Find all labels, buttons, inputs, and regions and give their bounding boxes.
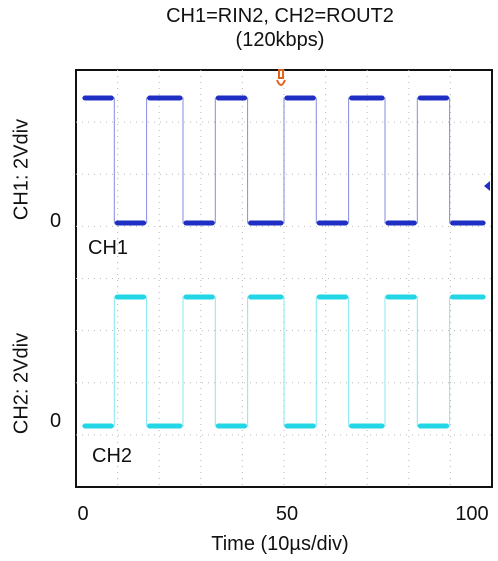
x-tick-label: 100 <box>455 503 489 525</box>
chart-subtitle: (120kbps) <box>235 29 325 51</box>
traces <box>82 95 486 429</box>
chart-title: CH1=RIN2, CH2=ROUT2 <box>166 5 394 27</box>
ch1-trace-label: CH1 <box>88 237 128 259</box>
trigger-marker-icon <box>276 69 286 86</box>
ch2-zero-label: 0 <box>50 410 62 432</box>
x-tick-label: 0 <box>77 503 89 525</box>
ch1-offset-marker-icon <box>484 181 490 191</box>
trace-line-ch1 <box>82 97 486 224</box>
trace-line-ch2 <box>82 296 486 427</box>
ch2-trace-label: CH2 <box>92 445 132 467</box>
x-axis-label: Time (10µs/div) <box>211 533 349 555</box>
x-tick-label: 50 <box>275 503 299 525</box>
ch1-zero-label: 0 <box>50 210 62 232</box>
